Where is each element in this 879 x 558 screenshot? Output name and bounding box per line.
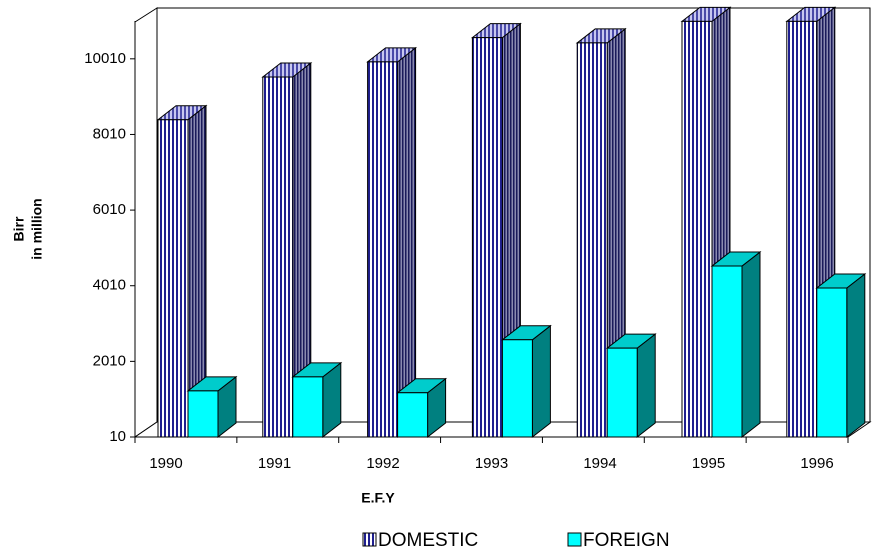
bar-side — [741, 251, 761, 439]
left-wall — [134, 7, 158, 438]
bar-front — [367, 61, 399, 438]
x-tick-label: 1996 — [800, 455, 833, 472]
bar-front — [157, 119, 189, 438]
bar-side — [846, 272, 866, 439]
y-tick-label: 8010 — [93, 125, 126, 142]
bar — [291, 361, 343, 439]
y-axis-label: Birr — [11, 216, 27, 241]
bar-front — [262, 76, 294, 438]
bar-side — [531, 324, 551, 439]
bar — [575, 27, 627, 439]
bar-front — [816, 287, 848, 438]
x-tick-label: 1992 — [366, 455, 399, 472]
x-axis-label: E.F.Y — [361, 490, 395, 506]
bar — [186, 375, 238, 439]
bar — [500, 324, 552, 439]
legend-swatch — [362, 532, 377, 547]
y-tick-label: 6010 — [93, 201, 126, 218]
bar — [366, 46, 418, 439]
bar-front — [292, 376, 324, 438]
legend-label: FOREIGN — [583, 530, 670, 551]
bar-side — [397, 46, 417, 439]
y-tick-label: 2010 — [93, 352, 126, 369]
bar — [815, 272, 867, 439]
bar — [605, 333, 657, 439]
y-axis-label: in million — [29, 198, 45, 259]
bar-side — [636, 333, 656, 439]
bar — [710, 251, 762, 439]
bar-front — [681, 20, 713, 438]
bar-front — [606, 347, 638, 438]
legend-label: DOMESTIC — [378, 530, 478, 551]
bar — [156, 104, 208, 439]
bar — [396, 377, 448, 439]
bar-front — [576, 42, 608, 438]
y-tick-label: 4010 — [93, 277, 126, 294]
bar-front — [471, 37, 503, 438]
x-tick-label: 1994 — [583, 455, 616, 472]
bar-front — [711, 265, 743, 438]
bar-front — [187, 390, 219, 438]
bar-front — [501, 339, 533, 438]
x-tick-label: 1993 — [475, 455, 508, 472]
bar-front — [397, 392, 429, 438]
bar-front — [786, 20, 818, 438]
x-tick-label: 1995 — [692, 455, 725, 472]
bar — [261, 61, 313, 439]
x-tick-label: 1990 — [149, 455, 182, 472]
y-tick-label: 10010 — [84, 50, 126, 67]
legend-swatch — [567, 532, 582, 547]
x-tick-label: 1991 — [258, 455, 291, 472]
y-tick-label: 10 — [109, 428, 126, 445]
